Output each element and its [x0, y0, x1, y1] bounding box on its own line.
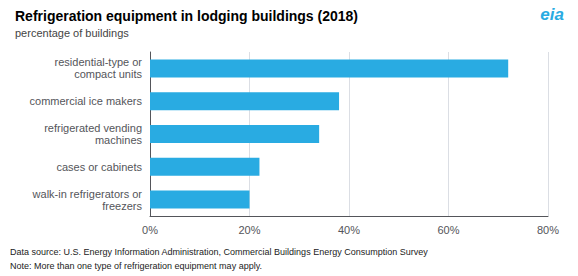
svg-text:80%: 80%	[537, 224, 559, 236]
svg-text:Note: More than one type of re: Note: More than one type of refrigeratio…	[10, 261, 262, 271]
svg-text:percentage of buildings: percentage of buildings	[15, 27, 129, 39]
svg-text:0%: 0%	[142, 224, 158, 236]
svg-text:compact units: compact units	[74, 68, 142, 80]
svg-text:machines: machines	[95, 134, 143, 146]
svg-text:60%: 60%	[437, 224, 459, 236]
svg-text:refrigerated vending: refrigerated vending	[44, 122, 142, 134]
svg-text:20%: 20%	[238, 224, 260, 236]
svg-text:eia: eia	[540, 5, 564, 24]
svg-text:Refrigeration equipment in lod: Refrigeration equipment in lodging build…	[15, 8, 358, 24]
svg-text:residential-type or: residential-type or	[55, 56, 143, 68]
svg-text:walk-in refrigerators or: walk-in refrigerators or	[32, 188, 143, 200]
svg-text:freezers: freezers	[102, 200, 142, 212]
svg-text:Data source: U.S. Energy Infor: Data source: U.S. Energy Information Adm…	[10, 247, 428, 257]
svg-text:commercial ice makers: commercial ice makers	[30, 95, 143, 107]
svg-text:40%: 40%	[338, 224, 360, 236]
svg-text:cases or cabinets: cases or cabinets	[56, 161, 142, 173]
